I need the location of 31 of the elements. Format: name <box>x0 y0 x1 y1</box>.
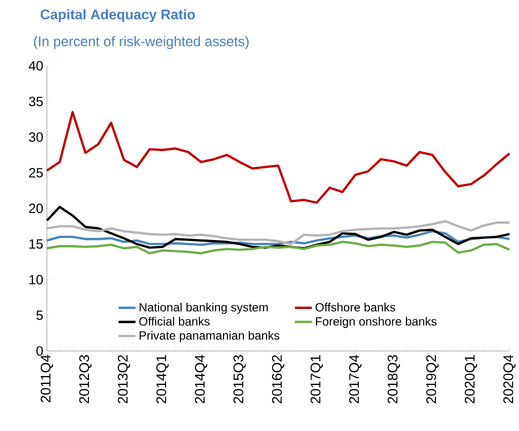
y-tick-label: 0 <box>36 346 43 356</box>
line-series <box>46 111 511 204</box>
legend-label: Official banks <box>139 316 210 326</box>
x-tick-label: 2020Q1 <box>464 355 478 404</box>
x-tick-label: 2014Q1 <box>156 355 169 404</box>
x-tick-label: 2017Q4 <box>349 355 362 404</box>
x-tick-label: 2013Q2 <box>118 355 130 404</box>
y-tick-label: 20 <box>29 204 43 214</box>
legend-label: Offshore banks <box>316 302 396 312</box>
legend-label: National banking system <box>140 302 268 314</box>
x-tick-label: 2014Q4 <box>194 355 208 404</box>
legend-label: Foreign onshore banks <box>316 316 436 328</box>
y-tick-label: 30 <box>28 132 43 142</box>
y-tick-label: 40 <box>28 61 43 71</box>
x-tick-label: 2011Q4 <box>40 355 54 402</box>
x-tick-label: 2017Q1 <box>310 355 323 404</box>
y-tick-label: 35 <box>28 96 43 106</box>
x-tick-label: 2018Q3 <box>388 355 400 404</box>
line-series <box>46 240 511 255</box>
y-tick-label: 25 <box>29 168 43 178</box>
y-tick-label: 15 <box>29 239 43 249</box>
x-tick-label: 2020Q4 <box>503 355 516 404</box>
chart-subtitle: (In percent of risk-weighted assets) <box>34 36 249 50</box>
x-tick-label: 2016Q2 <box>272 355 284 404</box>
x-tick-label: 2012Q3 <box>79 355 92 404</box>
x-tick-label: 2015Q3 <box>233 355 246 404</box>
y-tick-label: 10 <box>29 275 43 285</box>
y-tick-label: 5 <box>36 310 43 320</box>
legend-label: Private panamanian banks <box>140 331 280 342</box>
chart-title: Capital Adequacy Ratio <box>40 9 195 22</box>
x-tick-label: 2019Q2 <box>426 355 439 404</box>
